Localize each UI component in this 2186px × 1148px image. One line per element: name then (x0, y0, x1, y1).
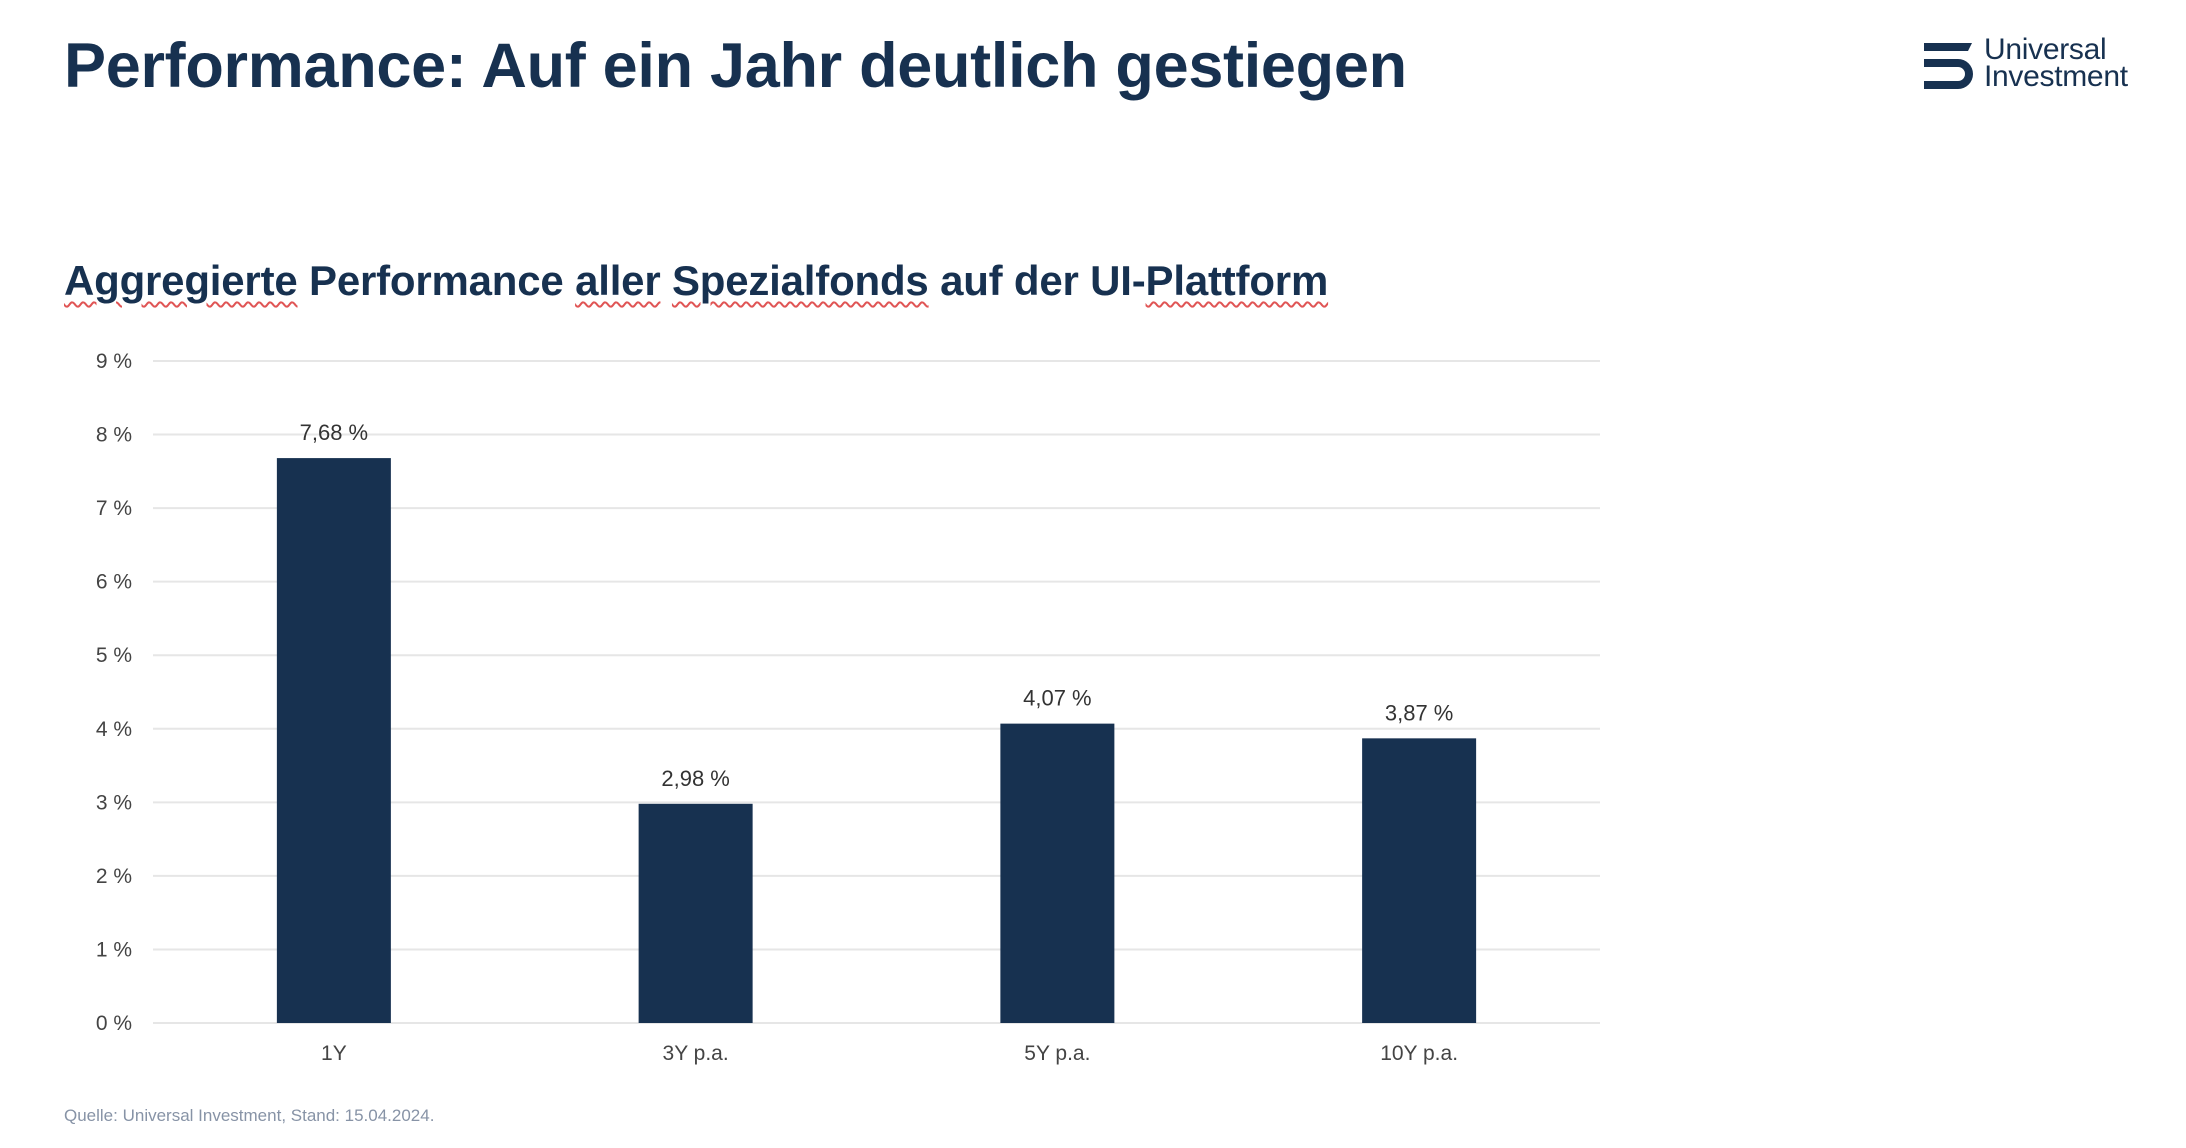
y-tick-label: 9 % (96, 350, 132, 373)
x-tick-label: 1Y (321, 1042, 347, 1065)
y-tick-label: 8 % (96, 424, 132, 447)
data-label: 7,68 % (300, 420, 369, 445)
subtitle-word-misspelled: Aggregierte (64, 257, 298, 304)
x-tick-label: 10Y p.a. (1380, 1042, 1458, 1065)
x-tick-label: 3Y p.a. (663, 1042, 729, 1065)
y-tick-label: 0 % (96, 1012, 132, 1035)
logo-wordmark: Universal Investment (1984, 33, 2128, 93)
chart-subtitle: Aggregierte Performance aller Spezialfon… (64, 256, 1328, 306)
subtitle-text: auf der UI- (928, 257, 1146, 304)
y-tick-label: 2 % (96, 865, 132, 888)
subtitle-word-misspelled: aller (575, 257, 661, 304)
bar (638, 803, 753, 1023)
bar (276, 458, 391, 1023)
y-tick-label: 5 % (96, 644, 132, 667)
data-label: 2,98 % (661, 766, 730, 791)
page-title: Performance: Auf ein Jahr deutlich gesti… (64, 31, 1407, 101)
subtitle-text: Performance (297, 257, 576, 304)
universal-investment-logo-icon (1924, 43, 1973, 89)
y-tick-label: 4 % (96, 718, 132, 741)
logo-line-1: Universal (1984, 33, 2107, 66)
company-logo: Universal Investment (1922, 33, 2172, 96)
bar (1000, 723, 1115, 1023)
x-tick-label: 5Y p.a. (1024, 1042, 1090, 1065)
bar (1362, 738, 1477, 1023)
data-label: 3,87 % (1385, 700, 1454, 725)
y-tick-label: 7 % (96, 497, 132, 520)
y-tick-label: 3 % (96, 791, 132, 814)
logo-line-2: Investment (1984, 60, 2128, 93)
y-tick-label: 6 % (96, 571, 132, 594)
y-tick-label: 1 % (96, 938, 132, 961)
subtitle-word-misspelled: Plattform (1145, 257, 1329, 304)
data-label: 4,07 % (1023, 686, 1092, 711)
subtitle-word-misspelled: Spezialfonds (671, 257, 929, 304)
source-note: Quelle: Universal Investment, Stand: 15.… (64, 1106, 435, 1125)
